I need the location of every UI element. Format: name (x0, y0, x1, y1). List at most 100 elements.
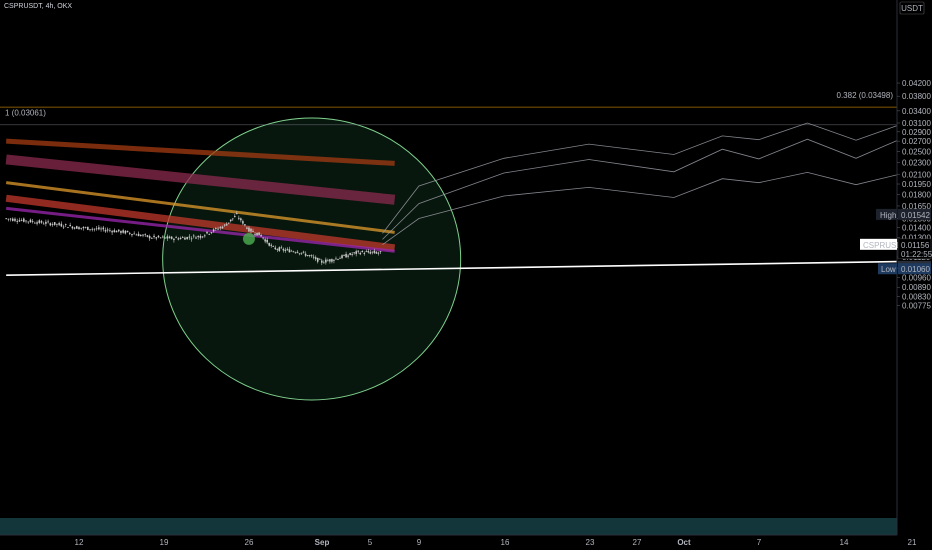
candle-body (124, 230, 127, 234)
candle-body (345, 253, 347, 258)
candle-body (38, 220, 41, 223)
candle-body (361, 250, 364, 253)
candle-body (242, 221, 244, 224)
candle-body (64, 224, 67, 225)
candle-body (274, 247, 277, 250)
candle-body (20, 220, 23, 221)
candle-body (343, 254, 345, 256)
candle-body (282, 248, 285, 251)
candle-body (298, 253, 301, 255)
y-tick-label: 0.02900 (902, 128, 931, 137)
candle-body (294, 252, 297, 254)
candle-body (268, 242, 270, 246)
y-tick-label: 0.01400 (902, 224, 931, 233)
candle-body (260, 235, 262, 237)
projection-path-lower (382, 146, 932, 246)
candle-body (106, 229, 109, 231)
candle-body (223, 224, 226, 226)
high-tag-box (876, 208, 897, 220)
candle-body (91, 228, 94, 230)
currency-box (899, 1, 925, 15)
x-tick-label: 5 (368, 538, 373, 547)
candle-body (18, 220, 21, 222)
candle-body (166, 236, 169, 239)
candle-body (266, 239, 268, 243)
candle-body (284, 249, 287, 251)
candle-body (341, 255, 343, 259)
candle-body (325, 259, 327, 263)
candle-body (67, 227, 69, 229)
x-tick-label: 27 (633, 538, 642, 547)
candle-body (153, 235, 155, 237)
high-price-box (898, 208, 931, 220)
candle-body (212, 229, 215, 232)
x-tick-label: 16 (501, 538, 510, 547)
candle-body (62, 226, 65, 228)
y-tick-label: 0.03100 (902, 119, 931, 128)
candle-body (190, 238, 193, 240)
candle-body (137, 233, 140, 237)
candle-body (206, 231, 208, 234)
y-tick-label: 0.00890 (902, 283, 931, 292)
candle-body (310, 255, 313, 257)
candle-body (102, 227, 105, 230)
x-tick-label: 9 (417, 538, 422, 547)
candle-body (329, 259, 331, 262)
y-tick-label: 0.01650 (902, 202, 931, 211)
projection-path-middle (382, 112, 932, 240)
candle-body (89, 229, 91, 231)
candle-body (258, 232, 260, 236)
last-price-box (897, 238, 932, 260)
moving-average-band (5, 181, 395, 234)
candle-body (306, 255, 309, 257)
candle-body (276, 249, 279, 250)
candle-body (126, 230, 129, 233)
candle-body (286, 248, 289, 250)
candle-body (84, 227, 87, 229)
candle-body (49, 223, 52, 226)
candle-body (229, 219, 232, 222)
x-tick-label: 23 (586, 538, 595, 547)
x-tick-label: 26 (245, 538, 254, 547)
candle-body (264, 239, 266, 242)
candle-body (11, 218, 14, 221)
candle-body (250, 228, 252, 232)
candle-body (45, 221, 47, 224)
y-tick-label: 0.01800 (902, 191, 931, 200)
y-tick-label: 0.00775 (902, 301, 931, 310)
candle-body (16, 221, 18, 222)
last-price-value: 0.01156 (901, 241, 930, 250)
y-tick-label: 0.01950 (902, 180, 931, 189)
candle-body (318, 258, 321, 260)
candle-body (240, 218, 242, 221)
candle-body (246, 227, 248, 229)
x-tick-label: 7 (757, 538, 762, 547)
candle-body (316, 257, 319, 262)
candle-body (321, 260, 323, 263)
candle-body (347, 255, 349, 257)
high-price-value: 0.01542 (901, 211, 930, 220)
candle-body (148, 236, 151, 239)
y-tick-label: 0.02100 (902, 170, 931, 179)
candle-body (122, 230, 124, 233)
moving-average-band (5, 194, 396, 252)
candle-body (60, 223, 63, 227)
candle-body (270, 244, 273, 246)
y-tick-label: 0.00830 (902, 292, 931, 301)
candle-body (304, 253, 307, 256)
candle-body (351, 254, 353, 255)
candle-body (95, 228, 98, 230)
y-tick-label: 0.02300 (902, 158, 931, 167)
candle-body (215, 228, 217, 229)
highlight-dot (242, 232, 255, 245)
candle-body (195, 237, 197, 239)
candle-body (113, 230, 116, 233)
candle-body (188, 236, 191, 238)
candle-body (142, 234, 144, 236)
candle-body (117, 229, 120, 232)
candle-body (5, 218, 7, 220)
candle-body (53, 222, 56, 225)
candle-body (359, 252, 362, 255)
candle-body (296, 251, 299, 253)
